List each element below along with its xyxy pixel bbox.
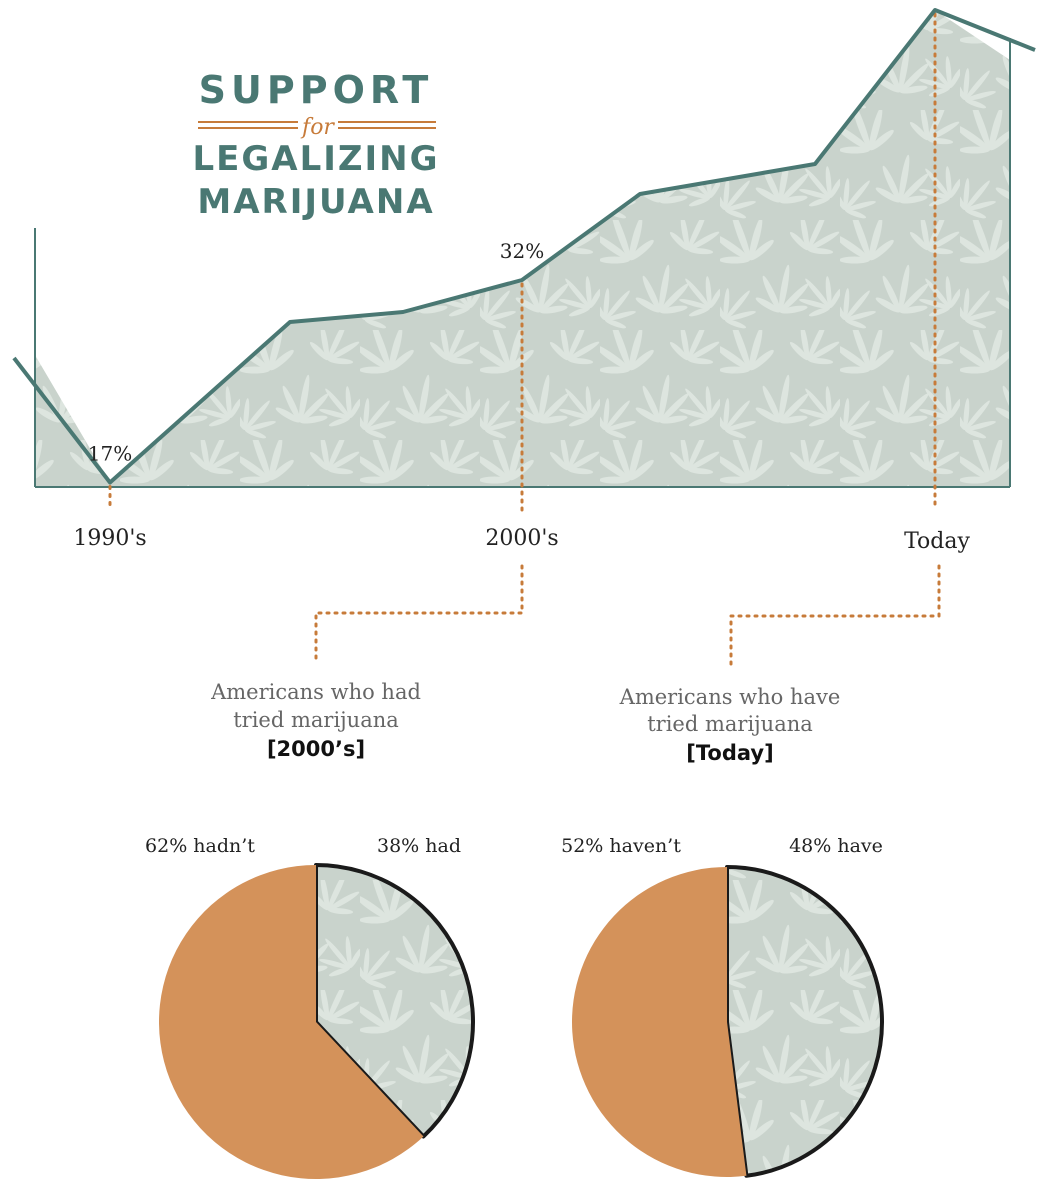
pie-slice <box>158 865 424 1180</box>
caption-period: [2000’s] <box>267 737 365 761</box>
caption-line: Americans who have <box>619 685 841 709</box>
pie-slice <box>725 865 885 1178</box>
title-line2: LEGALIZING <box>192 139 439 179</box>
pie-slice-label: 62% hadn’t <box>145 835 255 857</box>
pie-caption-today: Americans who have tried marijuana [Toda… <box>619 685 841 765</box>
pie-slice <box>572 867 747 1178</box>
pie-slice-label: 38% had <box>377 835 461 857</box>
pie-slice <box>314 863 475 1139</box>
x-tick-label: 2000's <box>485 526 558 551</box>
data-label: 17% <box>88 442 132 466</box>
pie-chart-today <box>572 865 885 1178</box>
connector-2000s <box>314 564 524 666</box>
x-tick-label: 1990's <box>73 526 146 551</box>
x-tick-label: Today <box>904 529 970 554</box>
data-label: 32% <box>500 239 544 263</box>
chart-title: SUPPORT for LEGALIZING MARIJUANA <box>192 68 439 222</box>
x-labels: 1990's 2000's Today <box>73 526 970 554</box>
title-connector: for <box>300 115 335 140</box>
connector-today <box>729 564 941 668</box>
pie-caption-2000s: Americans who had tried marijuana [2000’… <box>210 680 421 761</box>
caption-line: tried marijuana <box>233 708 399 732</box>
pie-chart-2000s <box>158 863 475 1180</box>
title-line1: SUPPORT <box>199 68 434 112</box>
caption-connectors <box>314 564 941 668</box>
trend-line <box>12 8 1036 485</box>
data-labels: 17%32%52% <box>88 239 544 466</box>
pie-slice-label: 52% haven’t <box>561 835 681 857</box>
area-fill <box>35 10 1010 487</box>
title-line3: MARIJUANA <box>197 182 434 222</box>
drop-lines <box>108 12 937 512</box>
caption-line: Americans who had <box>210 680 421 704</box>
caption-period: [Today] <box>686 741 773 765</box>
pie-slice-label: 48% have <box>789 835 883 857</box>
caption-line: tried marijuana <box>647 712 813 736</box>
